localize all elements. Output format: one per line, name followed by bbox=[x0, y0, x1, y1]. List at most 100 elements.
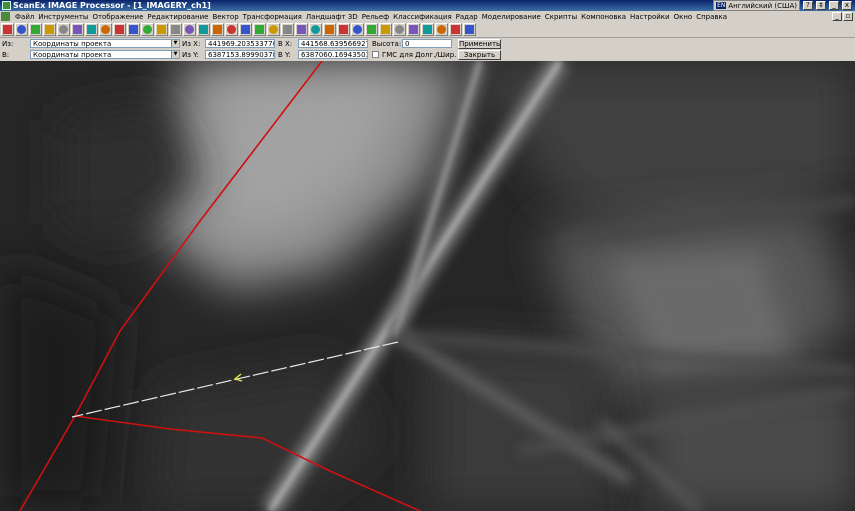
info-tool-button[interactable] bbox=[197, 23, 210, 36]
pan-tool-button[interactable] bbox=[57, 23, 70, 36]
zoom-window-icon bbox=[115, 25, 124, 34]
bars-tool-button[interactable] bbox=[267, 23, 280, 36]
imagery-svg[interactable] bbox=[0, 61, 855, 511]
gms-checkbox[interactable] bbox=[372, 51, 379, 58]
info-2-tool-button[interactable] bbox=[211, 23, 224, 36]
mdi-minimize-button[interactable]: _ bbox=[832, 12, 842, 21]
menu-relief[interactable]: Рельеф bbox=[361, 12, 390, 21]
menu-window[interactable]: Окно bbox=[673, 12, 693, 21]
record-tool-button[interactable] bbox=[365, 23, 378, 36]
apply-button[interactable]: Применить bbox=[458, 39, 501, 49]
menu-modeling[interactable]: Моделирование bbox=[481, 12, 541, 21]
close-coords-button[interactable]: Закрыть bbox=[458, 50, 501, 60]
toolbar bbox=[0, 22, 855, 38]
zoom-in-tool-button[interactable] bbox=[71, 23, 84, 36]
grid-tool-button[interactable] bbox=[43, 23, 56, 36]
language-indicator[interactable]: EN Английский (США) bbox=[713, 0, 800, 11]
menu-transform[interactable]: Трансформация bbox=[242, 12, 302, 21]
ruler-icon bbox=[143, 25, 152, 34]
sensor-icon bbox=[409, 25, 418, 34]
to-system-value: Координаты проекта bbox=[33, 51, 112, 59]
direction-arrow-icon bbox=[233, 373, 243, 382]
layers-tool-button[interactable] bbox=[29, 23, 42, 36]
zoom-window-tool-button[interactable] bbox=[113, 23, 126, 36]
boundary-lines[interactable] bbox=[19, 61, 421, 511]
open-icon bbox=[3, 25, 12, 34]
options-tool-button[interactable] bbox=[449, 23, 462, 36]
chevron-down-icon[interactable]: ▼ bbox=[171, 40, 179, 47]
fill-tool-button[interactable] bbox=[169, 23, 182, 36]
copy-tool-button[interactable] bbox=[281, 23, 294, 36]
x-from-field[interactable]: 441969.2035337709 bbox=[205, 39, 275, 48]
scatter-tool-button[interactable] bbox=[435, 23, 448, 36]
panel-icon bbox=[353, 25, 362, 34]
blue-square-icon bbox=[185, 25, 194, 34]
crosshair-tool-button[interactable] bbox=[379, 23, 392, 36]
wave-tool-button[interactable] bbox=[421, 23, 434, 36]
menu-edit[interactable]: Редактирование bbox=[147, 12, 209, 21]
menu-radar[interactable]: Радар bbox=[455, 12, 478, 21]
image-canvas[interactable] bbox=[0, 61, 855, 511]
map-tool-button[interactable] bbox=[253, 23, 266, 36]
panel-tool-button[interactable] bbox=[351, 23, 364, 36]
menu-vector[interactable]: Вектор bbox=[212, 12, 239, 21]
height-label: Высота: bbox=[372, 40, 402, 48]
info-2-icon bbox=[213, 25, 222, 34]
from-label: Из: bbox=[2, 40, 14, 48]
view-tool-button[interactable] bbox=[295, 23, 308, 36]
document-icon[interactable] bbox=[1, 12, 10, 21]
distance-tool-button[interactable] bbox=[309, 23, 322, 36]
close-button[interactable]: x bbox=[842, 1, 852, 10]
open-tool-button[interactable] bbox=[1, 23, 14, 36]
menu-help[interactable]: Справка bbox=[696, 12, 728, 21]
window-tool-button[interactable] bbox=[463, 23, 476, 36]
gms-label: ГМС для Долг./Шир. bbox=[382, 51, 457, 59]
boundary-line-south bbox=[74, 415, 421, 511]
zoom-in-2-tool-button[interactable] bbox=[85, 23, 98, 36]
from-system-select[interactable]: Координаты проекта ▼ bbox=[30, 39, 180, 48]
height-field[interactable]: 0 bbox=[402, 39, 452, 48]
copy-icon bbox=[283, 25, 292, 34]
dropper-tool-button[interactable] bbox=[239, 23, 252, 36]
from-system-value: Координаты проекта bbox=[33, 40, 112, 48]
menu-layout[interactable]: Компоновка bbox=[581, 12, 627, 21]
mdi-restore-button[interactable]: ▫ bbox=[843, 12, 853, 21]
menu-bar: Файл Инструменты Отображение Редактирова… bbox=[0, 11, 855, 22]
y-to-field[interactable]: 6387060.169435037 bbox=[298, 50, 368, 59]
spectral-icon bbox=[339, 25, 348, 34]
spectral-tool-button[interactable] bbox=[337, 23, 350, 36]
menu-file[interactable]: Файл bbox=[15, 12, 35, 21]
globe-tool-button[interactable] bbox=[323, 23, 336, 36]
mosaic-tool-button[interactable] bbox=[393, 23, 406, 36]
view-icon bbox=[297, 25, 306, 34]
menu-classification[interactable]: Классификация bbox=[393, 12, 452, 21]
mdi-controls: _ ▫ bbox=[832, 12, 855, 21]
record-icon bbox=[367, 25, 376, 34]
minimize-button[interactable]: _ bbox=[829, 1, 839, 10]
help-button[interactable]: ? bbox=[803, 1, 813, 10]
coordinate-bar: Из: Координаты проекта ▼ Из X: 441969.20… bbox=[0, 38, 855, 61]
menu-settings[interactable]: Настройки bbox=[630, 12, 670, 21]
menu-tools[interactable]: Инструменты bbox=[38, 12, 89, 21]
menu-landscape-3d[interactable]: Ландшафт 3D bbox=[305, 12, 358, 21]
ruler-tool-button[interactable] bbox=[141, 23, 154, 36]
y-from-field[interactable]: 6387153.899903787 bbox=[205, 50, 275, 59]
menu-view[interactable]: Отображение bbox=[92, 12, 144, 21]
window-icon bbox=[465, 25, 474, 34]
language-options-button[interactable]: ‡ bbox=[816, 1, 826, 10]
save-tool-button[interactable] bbox=[15, 23, 28, 36]
table-tool-button[interactable] bbox=[155, 23, 168, 36]
dropper-icon bbox=[241, 25, 250, 34]
chevron-down-icon[interactable]: ▼ bbox=[171, 51, 179, 58]
menu-scripts[interactable]: Скрипты bbox=[544, 12, 578, 21]
sensor-tool-button[interactable] bbox=[407, 23, 420, 36]
zoom-out-tool-button[interactable] bbox=[99, 23, 112, 36]
grid-icon bbox=[45, 25, 54, 34]
scatter-icon bbox=[437, 25, 446, 34]
zoom-full-tool-button[interactable] bbox=[127, 23, 140, 36]
chart-tool-button[interactable] bbox=[225, 23, 238, 36]
to-system-select[interactable]: Координаты проекта ▼ bbox=[30, 50, 180, 59]
title-bar-controls: EN Английский (США) ? ‡ _ x bbox=[713, 0, 855, 11]
blue-square-tool-button[interactable] bbox=[183, 23, 196, 36]
x-to-field[interactable]: 441568.6395669271 bbox=[298, 39, 368, 48]
